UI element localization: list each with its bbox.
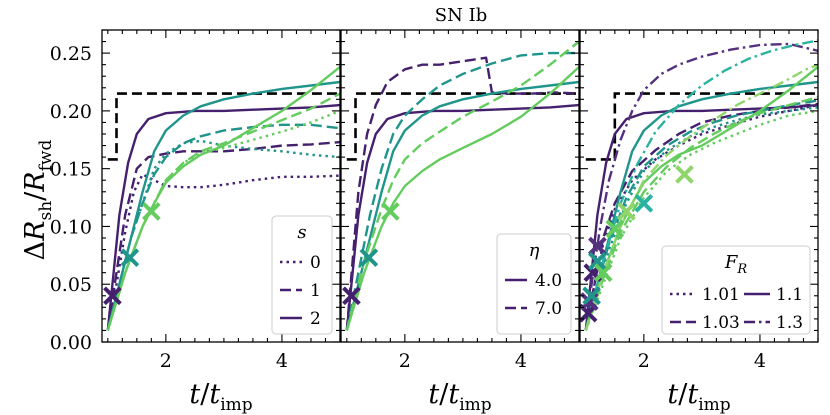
- legend: FR1.011.031.11.3: [661, 245, 811, 335]
- x-axis-title: t/timp: [428, 379, 491, 415]
- x-marker-3: [381, 202, 400, 221]
- series-line-5: [584, 106, 818, 331]
- y-axis-title: ΔRsh/Rfwd: [20, 140, 56, 261]
- series-line-9: [584, 109, 818, 331]
- legend-box: [661, 245, 811, 335]
- x-marker-6: [588, 251, 607, 271]
- legend-label: 2: [310, 309, 321, 329]
- series-line-3: [584, 103, 818, 331]
- y-tick-label: 0.20: [50, 101, 92, 123]
- series-line-3: [345, 80, 579, 331]
- x-marker-10: [634, 194, 654, 213]
- reference-step-line: [107, 92, 340, 161]
- series-line-4: [584, 42, 818, 331]
- legend-label: 1.01: [702, 285, 740, 305]
- x-tick-label: 2: [638, 350, 650, 372]
- legend-label: 4.0: [535, 271, 562, 291]
- x-marker-2: [359, 248, 379, 267]
- legend-label: 0: [310, 253, 321, 273]
- x-marker-3: [142, 202, 161, 221]
- panels: 2 4 0.00 0.05 0.10 0.15 0.20 0.25 t/timp s0 1 2 2 4 t/…: [50, 29, 819, 415]
- series-line-10: [584, 95, 818, 331]
- series-line-2: [584, 102, 818, 331]
- series-line-5: [106, 123, 340, 331]
- series-line-4: [106, 139, 340, 331]
- legend: η 4.0 7.0: [496, 233, 572, 335]
- axes-frame: [101, 29, 341, 343]
- x-tick-label: 4: [515, 350, 527, 372]
- x-marker-9: [617, 202, 636, 221]
- x-marker-11: [675, 165, 694, 184]
- series-line-5: [345, 66, 579, 331]
- series-line-3: [106, 103, 340, 331]
- series-line-1: [106, 173, 340, 331]
- series-line-6: [345, 40, 579, 331]
- legend-label: 1.03: [702, 313, 740, 333]
- x-axis-title: t/timp: [667, 379, 730, 415]
- x-axis-title: t/timp: [189, 379, 252, 415]
- series-line-2: [345, 56, 579, 331]
- reference-step-line: [585, 92, 818, 161]
- svg-text:ΔRsh/Rfwd: ΔRsh/Rfwd: [20, 140, 56, 261]
- legend-label: 1.3: [776, 313, 803, 333]
- legend-label: 7.0: [535, 299, 562, 319]
- series-line-1: [345, 103, 579, 331]
- panel-s: 2 4 0.00 0.05 0.10 0.15 0.20 0.25 t/timp s0 1 2: [50, 29, 341, 415]
- legend-label: 1: [310, 281, 321, 301]
- legend-title: η: [529, 240, 540, 261]
- legend: s0 1 2: [271, 215, 333, 335]
- legend-box: [271, 215, 333, 335]
- series-line-4: [345, 51, 579, 331]
- x-marker-4: [588, 236, 607, 256]
- x-marker-7: [593, 263, 613, 282]
- axes-frame: [340, 29, 580, 343]
- x-tick-label: 2: [160, 350, 172, 372]
- series-line-9: [106, 66, 340, 331]
- y-tick-label: 0.25: [50, 43, 92, 65]
- series-line-8: [584, 39, 818, 331]
- x-marker-1: [103, 286, 122, 306]
- y-tick-label: 0.15: [50, 159, 92, 181]
- x-tick-label: 4: [754, 350, 766, 372]
- axes-frame: [579, 29, 819, 343]
- y-tick-label: 0.10: [50, 216, 92, 238]
- figure-title: SN Ib: [435, 5, 487, 26]
- series-line-1: [584, 103, 818, 331]
- y-tick-label: 0.05: [50, 274, 92, 296]
- x-marker-1: [342, 286, 361, 306]
- x-marker-5: [582, 286, 601, 306]
- legend-label: 1.1: [776, 285, 803, 305]
- y-tick-label: 0.00: [50, 332, 92, 354]
- x-tick-label: 4: [276, 350, 288, 372]
- series-line-2: [106, 140, 340, 331]
- reference-step-line: [346, 92, 579, 161]
- x-marker-2: [120, 248, 140, 267]
- x-tick-label: 2: [399, 350, 411, 372]
- series-line-6: [106, 80, 340, 331]
- x-marker-8: [605, 219, 625, 239]
- legend-title: s: [297, 222, 306, 243]
- panel-eta: 2 4 t/timp η 4.0 7.0: [340, 29, 580, 415]
